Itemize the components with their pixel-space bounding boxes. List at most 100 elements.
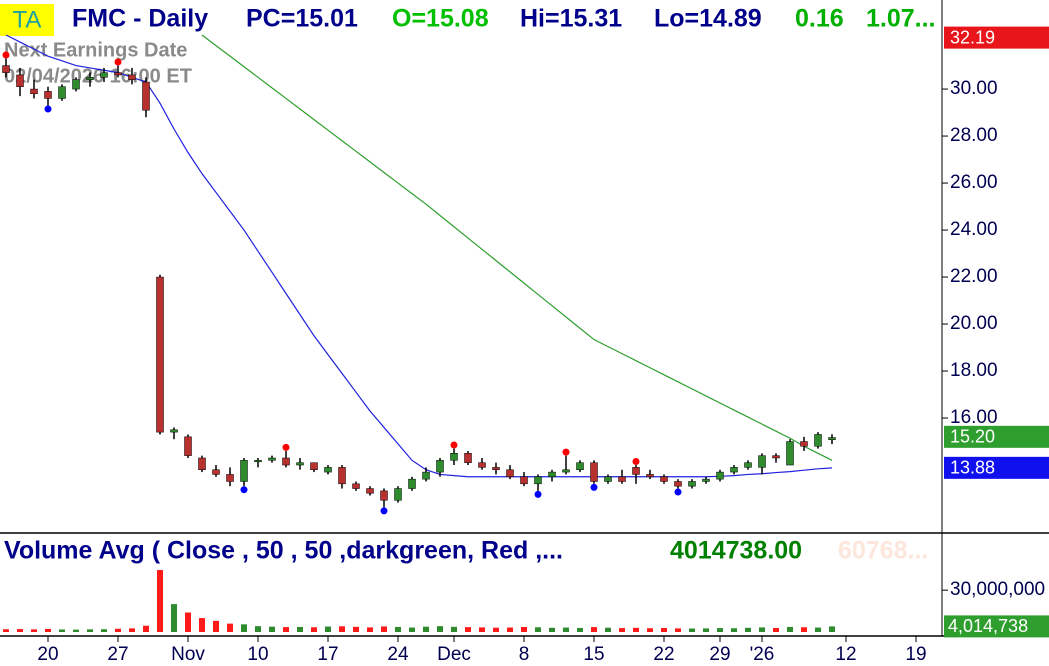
candle-body bbox=[114, 72, 122, 76]
candle-body bbox=[436, 460, 444, 473]
volume-bar bbox=[185, 612, 191, 632]
volume-bar bbox=[423, 626, 429, 632]
x-tick-label: '26 bbox=[750, 644, 775, 665]
volume-bar bbox=[45, 628, 51, 632]
volume-bar bbox=[101, 629, 107, 632]
volume-bar bbox=[549, 627, 555, 632]
header-stat: 1.07... bbox=[866, 5, 936, 33]
x-tick-label: Nov bbox=[171, 644, 205, 665]
candle-body bbox=[142, 81, 150, 111]
candle-body bbox=[128, 74, 136, 80]
candle-body bbox=[450, 453, 458, 461]
x-tick-label: 19 bbox=[905, 644, 926, 665]
volume-bar bbox=[339, 626, 345, 632]
volume-bar bbox=[787, 626, 793, 632]
header-stat: Lo=14.89 bbox=[654, 5, 762, 33]
volume-bar bbox=[437, 626, 443, 632]
volume-bar bbox=[535, 627, 541, 632]
candle-body bbox=[814, 434, 822, 447]
header-stat: Hi=15.31 bbox=[520, 5, 622, 33]
volume-bar bbox=[493, 627, 499, 632]
candle-body bbox=[72, 79, 80, 90]
candle-body bbox=[408, 478, 416, 489]
pivot-dot bbox=[2, 51, 10, 59]
volume-bar bbox=[731, 628, 737, 632]
volume-bar bbox=[3, 629, 9, 632]
volume-bar bbox=[605, 627, 611, 632]
volume-bar bbox=[157, 569, 163, 632]
candle-body bbox=[16, 74, 24, 87]
candle-body bbox=[674, 481, 682, 487]
volume-bar bbox=[311, 627, 317, 632]
volume-bar bbox=[227, 623, 233, 632]
ma-line bbox=[201, 34, 833, 461]
x-tick-label: 15 bbox=[583, 644, 604, 665]
volume-bar bbox=[661, 627, 667, 632]
candle-body bbox=[58, 86, 66, 99]
candle-body bbox=[478, 462, 486, 468]
candle-body bbox=[268, 457, 276, 461]
candle-body bbox=[618, 476, 626, 482]
y-tick-label: 28.00 bbox=[950, 125, 998, 146]
candle-body bbox=[786, 441, 794, 466]
volume-bar bbox=[563, 627, 569, 632]
candle-body bbox=[730, 467, 738, 473]
x-tick-label: 10 bbox=[247, 644, 268, 665]
candle-body bbox=[324, 467, 332, 473]
price-tag bbox=[944, 425, 1049, 448]
x-tick-label: 20 bbox=[37, 644, 58, 665]
volume-bar bbox=[773, 627, 779, 632]
volume-bar bbox=[213, 620, 219, 632]
volume-bar bbox=[31, 629, 37, 632]
candle-body bbox=[198, 457, 206, 470]
volume-bar bbox=[759, 627, 765, 632]
candle-body bbox=[394, 488, 402, 501]
candle-body bbox=[282, 457, 290, 466]
candle-body bbox=[548, 471, 556, 478]
candle-body bbox=[380, 490, 388, 501]
candle-body bbox=[506, 469, 514, 478]
x-tick-label: 8 bbox=[519, 644, 530, 665]
volume-bar bbox=[647, 628, 653, 632]
candle-body bbox=[254, 460, 262, 463]
x-tick-label: 24 bbox=[387, 644, 409, 665]
candle-body bbox=[660, 476, 668, 482]
candle-body bbox=[156, 276, 164, 433]
volume-bar bbox=[451, 626, 457, 632]
candle-body bbox=[422, 471, 430, 480]
volume-bar bbox=[59, 629, 65, 632]
y-tick-label: 22.00 bbox=[950, 266, 998, 287]
candle-body bbox=[100, 72, 108, 78]
volume-bar bbox=[577, 627, 583, 632]
candle-body bbox=[240, 460, 248, 482]
candle-body bbox=[30, 88, 38, 95]
pivot-dot bbox=[632, 458, 640, 466]
candle-body bbox=[632, 467, 640, 475]
volume-bar bbox=[283, 627, 289, 632]
volume-bar bbox=[829, 626, 835, 632]
price-tag bbox=[944, 615, 1049, 638]
candle-body bbox=[520, 476, 528, 485]
volume-bar bbox=[703, 628, 709, 632]
price-tag bbox=[944, 26, 1049, 49]
volume-bar bbox=[675, 628, 681, 632]
volume-title: Volume Avg ( Close , 50 , 50 ,darkgreen,… bbox=[4, 537, 563, 565]
header-stat: PC=15.01 bbox=[246, 5, 358, 33]
candle-body bbox=[2, 65, 10, 73]
chart-title: FMC - Daily bbox=[72, 5, 208, 33]
volume-value: 4014738.00 bbox=[670, 537, 802, 565]
volume-bar bbox=[479, 627, 485, 632]
volume-bar bbox=[241, 624, 247, 632]
header-stat: O=15.08 bbox=[392, 5, 489, 33]
x-tick-label: 29 bbox=[709, 644, 730, 665]
pivot-dot bbox=[534, 490, 542, 498]
pivot-dot bbox=[114, 58, 122, 66]
volume-bar bbox=[143, 625, 149, 632]
candle-body bbox=[226, 474, 234, 482]
volume-bar bbox=[325, 626, 331, 632]
volume-bar bbox=[255, 626, 261, 632]
volume-bar bbox=[129, 628, 135, 632]
volume-bar bbox=[521, 626, 527, 632]
volume-bar bbox=[17, 629, 23, 632]
